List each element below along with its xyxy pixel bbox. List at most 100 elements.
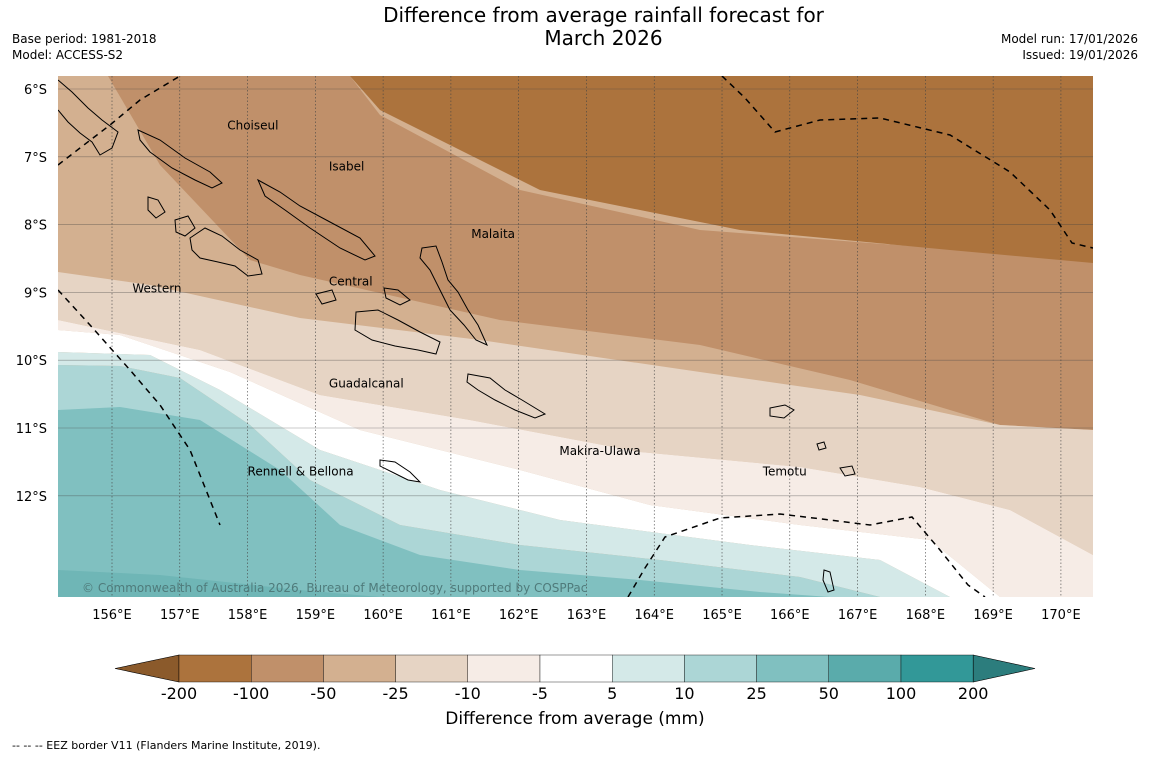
coast-guadalcanal bbox=[354, 309, 441, 355]
issued-date: Issued: 19/01/2026 bbox=[1022, 48, 1138, 62]
band-minus50-west bbox=[58, 76, 200, 230]
colorbar-bin bbox=[178, 654, 252, 683]
coast-vanikoro bbox=[839, 465, 856, 477]
band-minus5 bbox=[58, 320, 1093, 597]
longitude-tick-label: 165°E bbox=[702, 608, 742, 623]
colorbar-tick-label: 25 bbox=[746, 684, 766, 703]
band-plus100-corner bbox=[58, 570, 380, 597]
latitude-tick-label: 11°S bbox=[16, 422, 47, 437]
coast-malaita bbox=[419, 245, 488, 347]
coast-kolombangara bbox=[174, 215, 196, 237]
latitude-tick-label: 12°S bbox=[16, 490, 47, 505]
model-run: Model run: 17/01/2026 bbox=[1000, 32, 1138, 46]
latitude-tick-label: 10°S bbox=[16, 354, 47, 369]
longitude-tick-label: 167°E bbox=[838, 608, 878, 623]
coast-rennell bbox=[379, 459, 422, 483]
eez-borders bbox=[58, 76, 1093, 597]
band-plus5 bbox=[58, 330, 1000, 597]
coast-bougainville bbox=[58, 79, 119, 156]
graticule bbox=[58, 76, 1093, 597]
region-label: Guadalcanal bbox=[329, 376, 404, 390]
map-title: Difference from average rainfall forecas… bbox=[340, 4, 867, 50]
run-info: Model run: 17/01/2026 Issued: 19/01/2026 bbox=[1001, 31, 1138, 63]
latitude-tick-label: 6°S bbox=[24, 83, 47, 98]
colorbar-tick-label: 50 bbox=[819, 684, 839, 703]
latitude-tick-label: 9°S bbox=[24, 286, 47, 301]
colorbar-bin bbox=[756, 654, 829, 683]
region-label: Isabel bbox=[329, 159, 364, 173]
colorbar-tick-label: 5 bbox=[607, 684, 617, 703]
colorbar-bin bbox=[323, 654, 396, 683]
eez-border-vanuatu-south bbox=[627, 513, 986, 597]
coast-choiseul bbox=[137, 129, 223, 189]
colorbar-tick-label: -10 bbox=[455, 684, 481, 703]
longitude-tick-label: 166°E bbox=[770, 608, 810, 623]
longitude-tick-label: 161°E bbox=[431, 608, 471, 623]
colorbar-tick-labels: -200 -100 -50 -25 -10 -5 5 10 25 50 100 200 bbox=[161, 684, 989, 703]
longitude-tick-label: 162°E bbox=[499, 608, 539, 623]
longitude-tick-label: 160°E bbox=[363, 608, 403, 623]
colorbar-tick-label: 100 bbox=[886, 684, 917, 703]
colorbar-tick-label: -25 bbox=[383, 684, 409, 703]
band-minus10 bbox=[58, 272, 1093, 555]
longitude-tick-label: 170°E bbox=[1041, 608, 1081, 623]
region-label: Western bbox=[132, 281, 181, 295]
colorbar-left-arrow bbox=[114, 654, 180, 683]
coast-isabel bbox=[256, 178, 376, 261]
colorbar bbox=[114, 654, 1036, 683]
model-name: Model: ACCESS-S2 bbox=[12, 48, 124, 62]
longitude-tick-label: 158°E bbox=[228, 608, 268, 623]
colorbar-tick-label: -100 bbox=[233, 684, 269, 703]
model-info: Base period: 1981-2018 Model: ACCESS-S2 bbox=[12, 31, 157, 63]
colorbar-bin bbox=[395, 654, 469, 683]
region-label: Makira-Ulawa bbox=[559, 444, 640, 458]
longitude-tick-label: 156°E bbox=[92, 608, 132, 623]
copyright-text: © Commonwealth of Australia 2026, Bureau… bbox=[82, 581, 587, 595]
longitude-tick-label: 163°E bbox=[567, 608, 607, 623]
longitude-axis: 156°E 157°E 158°E 159°E 160°E 161°E 162°E 163°E… bbox=[92, 608, 1080, 623]
band-minus25 bbox=[108, 76, 1093, 430]
region-labels: Choiseul Isabel Malaita Western Central Guada… bbox=[132, 119, 806, 479]
colorbar-tick-label: -50 bbox=[310, 684, 336, 703]
coast-vella-lavella bbox=[147, 196, 166, 219]
colorbar-tick-label: 200 bbox=[958, 684, 989, 703]
title-line-1: Difference from average rainfall forecas… bbox=[383, 3, 824, 27]
latitude-tick-label: 8°S bbox=[24, 219, 47, 234]
longitude-tick-label: 164°E bbox=[634, 608, 674, 623]
map-body: Choiseul Isabel Malaita Western Central Guada… bbox=[58, 76, 1093, 597]
coastlines bbox=[58, 79, 856, 593]
band-minus100 bbox=[350, 76, 1093, 263]
coast-utupua bbox=[816, 441, 827, 451]
coast-florida-islands bbox=[315, 289, 337, 305]
longitude-tick-label: 159°E bbox=[296, 608, 336, 623]
coast-new-georgia bbox=[189, 227, 263, 277]
colorbar-axis-label: Difference from average (mm) bbox=[445, 709, 705, 729]
base-period: Base period: 1981-2018 bbox=[12, 32, 157, 46]
colorbar-bin bbox=[612, 654, 685, 683]
colorbar-bin bbox=[539, 654, 613, 683]
colorbar-bin bbox=[900, 654, 974, 683]
colorbar-right-arrow bbox=[972, 654, 1036, 683]
coast-makira bbox=[466, 373, 547, 419]
region-label: Central bbox=[329, 275, 373, 289]
title-line-2: March 2026 bbox=[544, 26, 663, 50]
colorbar-tick-label: -5 bbox=[532, 684, 548, 703]
region-label: Malaita bbox=[471, 227, 515, 241]
coast-santa-cruz bbox=[769, 404, 795, 419]
longitude-tick-label: 169°E bbox=[973, 608, 1013, 623]
colorbar-bin bbox=[828, 654, 902, 683]
coast-russell bbox=[383, 287, 411, 306]
longitude-tick-label: 168°E bbox=[906, 608, 946, 623]
region-label: Temotu bbox=[762, 464, 807, 478]
region-label: Rennell & Bellona bbox=[248, 464, 354, 478]
eez-border-vanuatu-north bbox=[721, 76, 1093, 249]
region-label: Choiseul bbox=[227, 119, 278, 133]
colorbar-tick-label: -200 bbox=[161, 684, 197, 703]
colorbar-bin bbox=[684, 654, 757, 683]
band-plus10 bbox=[58, 352, 950, 597]
latitude-tick-label: 7°S bbox=[24, 151, 47, 166]
longitude-tick-label: 157°E bbox=[160, 608, 200, 623]
band-plus50 bbox=[58, 407, 830, 597]
colorbar-bin bbox=[250, 654, 324, 683]
